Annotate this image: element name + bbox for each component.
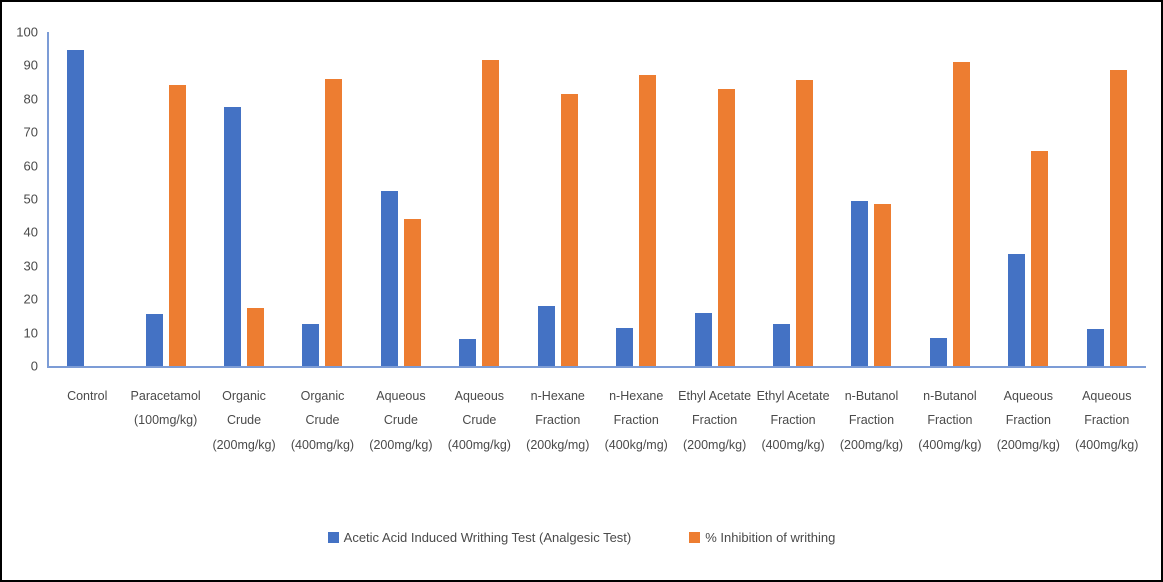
- bar-group: [832, 32, 910, 366]
- bar-series-1: [403, 219, 421, 366]
- bar-group: [362, 32, 440, 366]
- plot-area: [47, 32, 1146, 368]
- bar-group: [989, 32, 1067, 366]
- bar-group: [283, 32, 361, 366]
- bar-series-0: [459, 339, 477, 366]
- bar-series-1: [717, 88, 735, 366]
- y-tick-label: 30: [23, 258, 38, 274]
- bar-series-0: [616, 327, 634, 366]
- category-label: Control: [67, 389, 108, 403]
- y-axis-line: [47, 32, 49, 366]
- legend-swatch-icon: [689, 532, 701, 543]
- category-label: Organic Crude (200mg/kg): [212, 389, 276, 452]
- bar-series-1: [560, 93, 578, 366]
- bar-series-0: [302, 324, 320, 366]
- bar-series-0: [380, 190, 398, 366]
- category-label: Aqueous Crude (200mg/kg): [369, 389, 433, 452]
- legend-item: % Inhibition of writhing: [689, 530, 835, 545]
- bar-group: [1068, 32, 1146, 366]
- bar-group: [597, 32, 675, 366]
- bar-series-0: [145, 314, 163, 366]
- legend-label: Acetic Acid Induced Writhing Test (Analg…: [343, 530, 632, 545]
- y-tick-label: 40: [23, 224, 38, 240]
- y-tick-label: 50: [23, 191, 38, 207]
- bar-series-1: [639, 75, 657, 366]
- category-label: Ethyl Acetate Fraction (200mg/kg): [678, 389, 752, 452]
- category-label: n-Butanol Fraction (400mg/kg): [918, 389, 982, 452]
- category-label: Paracetamol (100mg/kg): [130, 389, 201, 428]
- chart-legend: Acetic Acid Induced Writhing Test (Analg…: [2, 530, 1161, 545]
- bar-series-0: [67, 50, 85, 366]
- y-tick-label: 0: [30, 358, 38, 374]
- bar-series-1: [796, 80, 814, 366]
- bar-group: [911, 32, 989, 366]
- category-axis-labels: Control Paracetamol (100mg/kg) Organic Cru…: [48, 384, 1146, 512]
- bar-series-1: [325, 78, 343, 366]
- bar-series-0: [851, 200, 869, 366]
- y-tick-label: 60: [23, 158, 38, 174]
- bar-series-1: [1031, 150, 1049, 366]
- bar-group: [754, 32, 832, 366]
- category-label: n-Butanol Fraction (200mg/kg): [839, 389, 904, 452]
- y-axis-tick-labels: 0 10 20 30 40 50 60 70 80 90 100: [2, 25, 42, 374]
- bar-group: [440, 32, 518, 366]
- y-tick-label: 20: [23, 291, 38, 307]
- category-label: n-Hexane Fraction (200kg/mg): [526, 389, 590, 452]
- bar-series-1: [247, 307, 265, 366]
- bar-series-0: [1008, 254, 1026, 366]
- y-tick-label: 100: [16, 24, 38, 40]
- category-label: Aqueous Crude (400mg/kg): [447, 389, 511, 452]
- bar-group: [126, 32, 204, 366]
- bar-series-0: [773, 324, 791, 366]
- category-label: Aqueous Fraction (200mg/kg): [996, 389, 1060, 452]
- bar-series-0: [224, 107, 242, 366]
- bar-series-1: [1109, 70, 1127, 366]
- y-tick-label: 70: [23, 124, 38, 140]
- bar-series-1: [168, 85, 186, 366]
- category-label: Organic Crude (400mg/kg): [290, 389, 355, 452]
- bar-series-0: [694, 312, 712, 366]
- legend-label: % Inhibition of writhing: [705, 530, 836, 545]
- category-label: Ethyl Acetate Fraction (400mg/kg): [756, 389, 830, 452]
- bar-series-1: [874, 204, 892, 366]
- bar-group: [205, 32, 283, 366]
- y-tick-label: 80: [23, 91, 38, 107]
- bar-series-1: [952, 62, 970, 366]
- bar-series-1: [482, 60, 500, 366]
- bar-series-0: [1086, 329, 1104, 366]
- y-tick-label: 10: [23, 325, 38, 341]
- x-axis-line: [47, 366, 1146, 368]
- bar-group: [48, 32, 126, 366]
- bar-series-0: [929, 337, 947, 366]
- bar-group: [519, 32, 597, 366]
- category-label: Aqueous Fraction (400mg/kg): [1075, 389, 1139, 452]
- category-label: n-Hexane Fraction (400kg/mg): [604, 389, 668, 452]
- bar-group: [675, 32, 753, 366]
- legend-swatch-icon: [327, 532, 339, 543]
- legend-item: Acetic Acid Induced Writhing Test (Analg…: [327, 530, 632, 545]
- bar-series-0: [537, 305, 555, 366]
- y-tick-label: 90: [23, 57, 38, 73]
